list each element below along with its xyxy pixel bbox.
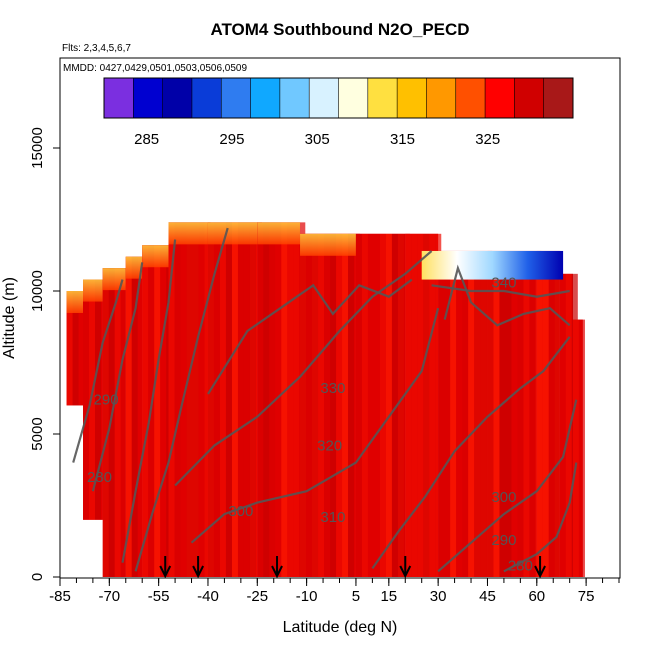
- contour-label: 280: [87, 469, 112, 486]
- colorbar-tick-label: 315: [390, 131, 415, 148]
- heatmap-column: [438, 250, 493, 577]
- colorbar-swatch: [279, 78, 310, 118]
- colorbar-swatch: [426, 78, 457, 118]
- contour-line: [72, 279, 124, 463]
- contour-label: 300: [491, 489, 516, 506]
- heatmap-column: [572, 319, 585, 577]
- contour-label: 330: [320, 380, 345, 397]
- y-axis: 0 5000 10000 15000: [29, 127, 60, 581]
- colorbar-swatch: [221, 78, 252, 118]
- contour-line: [174, 250, 433, 487]
- flight-marker-arrow: [399, 556, 412, 579]
- colorbar-swatch: [514, 78, 545, 118]
- colorbar: 285 295 305 315 325: [103, 77, 574, 148]
- contour-line: [503, 462, 578, 573]
- contour-line: [134, 227, 229, 572]
- y-tick-label: 5000: [29, 417, 46, 450]
- y-tick-label: 0: [29, 573, 46, 581]
- x-axis: -85 -70 -55 -40 -25 -10 5 15 30 45 60 75: [49, 578, 620, 605]
- x-tick-label: -85: [49, 588, 71, 605]
- x-tick-label: 30: [430, 588, 447, 605]
- heatmap-column: [257, 222, 306, 578]
- flight-marker-arrow: [159, 556, 172, 579]
- x-tick-label: 75: [578, 588, 595, 605]
- contour-label: 290: [94, 392, 119, 409]
- colorbar-tick-label: 325: [475, 131, 500, 148]
- colorbar-swatch: [397, 78, 427, 118]
- mmdd-annotation: MMDD: 0427,0429,0501,0503,0506,0509: [63, 63, 247, 74]
- contour-line: [443, 264, 571, 327]
- contour-line: [437, 399, 578, 573]
- colorbar-swatch: [191, 78, 222, 118]
- contour-label: 340: [491, 274, 516, 291]
- colorbar-swatch: [543, 78, 574, 118]
- contour-label: 320: [317, 437, 342, 454]
- y-axis-title: Altitude (m): [1, 277, 18, 359]
- contour-line: [431, 284, 570, 298]
- heatmap-column: [536, 250, 561, 577]
- heatmap-column: [487, 250, 542, 577]
- colorbar-swatch: [104, 78, 134, 118]
- colorbar-tick-label: 305: [305, 131, 330, 148]
- x-tick-label: -55: [148, 588, 170, 605]
- upper-layer-band: [421, 250, 564, 280]
- heatmap-column: [207, 222, 262, 578]
- colorbar-swatch: [250, 78, 281, 118]
- colorbar-swatch: [455, 78, 486, 118]
- colorbar-swatch: [367, 78, 398, 118]
- x-tick-label: 5: [352, 588, 360, 605]
- heatmap-column: [66, 291, 85, 406]
- contour-line: [190, 307, 440, 544]
- contour-label: 300: [228, 503, 253, 520]
- x-tick-label: 60: [528, 588, 545, 605]
- colorbar-swatch: [485, 78, 515, 118]
- heatmap-column: [102, 268, 127, 577]
- contour-line: [207, 278, 413, 395]
- x-tick-label: 45: [479, 588, 496, 605]
- colorbar-swatch: [309, 78, 339, 118]
- colorbar-swatch: [338, 78, 369, 118]
- flight-marker-arrow: [271, 556, 283, 579]
- chart-title: ATOM4 Southbound N2O_PECD: [210, 20, 469, 39]
- colorbar-tick-label: 295: [219, 131, 244, 148]
- x-tick-label: -40: [197, 588, 219, 605]
- colorbar-swatch: [162, 78, 193, 118]
- flight-marker-arrow: [534, 556, 546, 579]
- x-tick-label: 15: [380, 588, 397, 605]
- heatmap-column: [168, 222, 211, 578]
- heatmap-column: [125, 256, 144, 577]
- contour-line: [91, 262, 144, 492]
- contour-label: 310: [320, 509, 345, 526]
- x-tick-label: -10: [296, 588, 318, 605]
- colorbar-swatch: [133, 78, 164, 118]
- contour-lines: [72, 227, 578, 573]
- contour-label: 290: [491, 532, 516, 549]
- contour-line: [371, 336, 571, 570]
- heatmap-column: [142, 245, 173, 578]
- y-tick-label: 15000: [29, 127, 46, 169]
- contour-label: 280: [508, 558, 533, 575]
- x-axis-title: Latitude (deg N): [283, 619, 398, 636]
- flight-markers: [159, 556, 546, 579]
- x-tick-label: -70: [98, 588, 120, 605]
- x-tick-label: -25: [246, 588, 268, 605]
- contour-labels: 280 280 290 290 300 300 310 320 330 340: [87, 274, 533, 574]
- colorbar-tick-label: 285: [134, 131, 159, 148]
- heatmap-column: [300, 233, 361, 578]
- flight-marker-arrow: [192, 556, 205, 579]
- flights-annotation: Flts: 2,3,4,5,6,7: [62, 43, 131, 54]
- y-tick-label: 10000: [29, 270, 46, 312]
- contour-line: [121, 239, 177, 563]
